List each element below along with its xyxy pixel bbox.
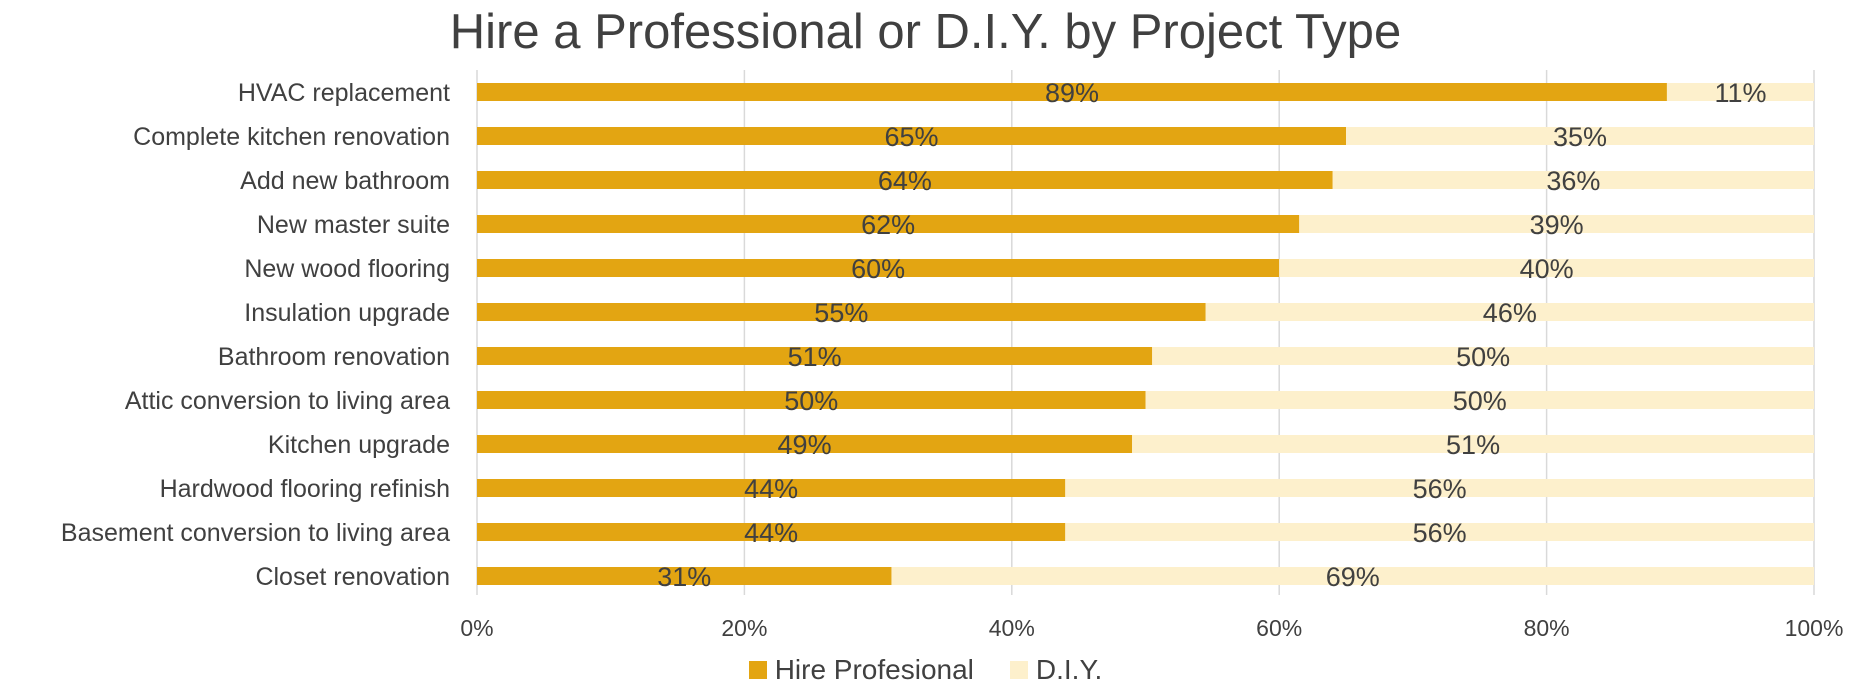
category-label: Basement conversion to living area — [61, 519, 450, 547]
chart-title: Hire a Professional or D.I.Y. by Project… — [449, 5, 1402, 59]
category-label: Kitchen upgrade — [268, 431, 450, 459]
data-label-hire: 62% — [861, 210, 915, 240]
data-label-diy: 35% — [1553, 122, 1607, 152]
bar-hire-professional — [477, 259, 1280, 277]
data-label-diy: 50% — [1456, 342, 1510, 372]
x-tick-label: 20% — [721, 615, 767, 641]
legend: Hire Profesional D.I.Y. — [0, 654, 1851, 686]
bar-hire-professional — [477, 435, 1133, 453]
legend-item: Hire Profesional — [748, 654, 974, 686]
data-label-diy: 56% — [1413, 474, 1467, 504]
bar-diy — [1299, 215, 1814, 233]
bar-diy — [1346, 127, 1814, 145]
category-label: Bathroom renovation — [218, 343, 450, 371]
bar-hire-professional — [477, 215, 1300, 233]
bar-hire-professional — [477, 479, 1066, 497]
bar-diy — [1205, 303, 1814, 321]
data-label-hire: 50% — [784, 386, 838, 416]
data-label-diy: 36% — [1546, 166, 1600, 196]
bar-hire-professional — [477, 347, 1153, 365]
data-label-diy: 11% — [1714, 78, 1766, 108]
bar-hire-professional — [477, 567, 892, 585]
x-tick-label: 40% — [989, 615, 1035, 641]
data-label-hire: 65% — [885, 122, 939, 152]
bar-diy — [1666, 83, 1814, 101]
grid-lines — [476, 70, 1815, 595]
category-label: Insulation upgrade — [244, 299, 450, 327]
x-tick-label: 0% — [460, 615, 493, 641]
data-label-hire: 49% — [778, 430, 832, 460]
bar-hire-professional — [477, 303, 1206, 321]
bar-hire-professional — [477, 171, 1333, 189]
legend-item: D.I.Y. — [1009, 654, 1103, 686]
bar-diy — [1065, 523, 1814, 541]
bars — [477, 83, 1814, 585]
category-label: HVAC replacement — [238, 79, 450, 107]
data-label-hire: 31% — [657, 562, 711, 592]
legend-swatch — [748, 661, 767, 679]
bar-diy — [1279, 259, 1814, 277]
data-label-diy: 56% — [1413, 518, 1467, 548]
bar-hire-professional — [477, 391, 1146, 409]
legend-label: D.I.Y. — [1035, 654, 1103, 685]
bar-diy — [891, 567, 1814, 585]
data-label-diy: 39% — [1530, 210, 1584, 240]
x-tick-label: 60% — [1256, 615, 1302, 641]
data-label-diy: 69% — [1326, 562, 1380, 592]
bar-diy — [1145, 391, 1814, 409]
bar-diy — [1065, 479, 1814, 497]
data-label-diy: 46% — [1483, 298, 1537, 328]
data-label-hire: 55% — [814, 298, 868, 328]
data-label-hire: 44% — [744, 474, 798, 504]
category-label: Closet renovation — [255, 563, 450, 591]
data-label-diy: 40% — [1520, 254, 1574, 284]
data-label-hire: 60% — [851, 254, 905, 284]
x-tick-label: 80% — [1524, 615, 1570, 641]
category-label: Add new bathroom — [240, 167, 450, 195]
bar-hire-professional — [477, 523, 1066, 541]
bar-hire-professional — [477, 83, 1667, 101]
category-label: Hardwood flooring refinish — [160, 475, 450, 503]
category-label: Complete kitchen renovation — [133, 123, 450, 151]
data-label-hire: 44% — [744, 518, 798, 548]
legend-label: Hire Profesional — [774, 654, 974, 685]
x-tick-label: 100% — [1785, 615, 1844, 641]
data-label-hire: 64% — [878, 166, 932, 196]
category-label: Attic conversion to living area — [125, 387, 450, 415]
data-label-hire: 51% — [788, 342, 842, 372]
category-label: New master suite — [257, 211, 450, 239]
data-label-hire: 89% — [1045, 78, 1099, 108]
bar-diy — [1152, 347, 1814, 365]
labels: 0% 20% 40% 60% 80% 100% HVAC replacement 89% 11%… — [61, 78, 1844, 641]
legend-swatch — [1009, 661, 1028, 679]
bar-hire-professional — [477, 127, 1347, 145]
data-label-diy: 50% — [1453, 386, 1507, 416]
bar-diy — [1132, 435, 1814, 453]
bar-diy — [1332, 171, 1814, 189]
category-label: New wood flooring — [244, 255, 450, 283]
data-label-diy: 51% — [1446, 430, 1500, 460]
